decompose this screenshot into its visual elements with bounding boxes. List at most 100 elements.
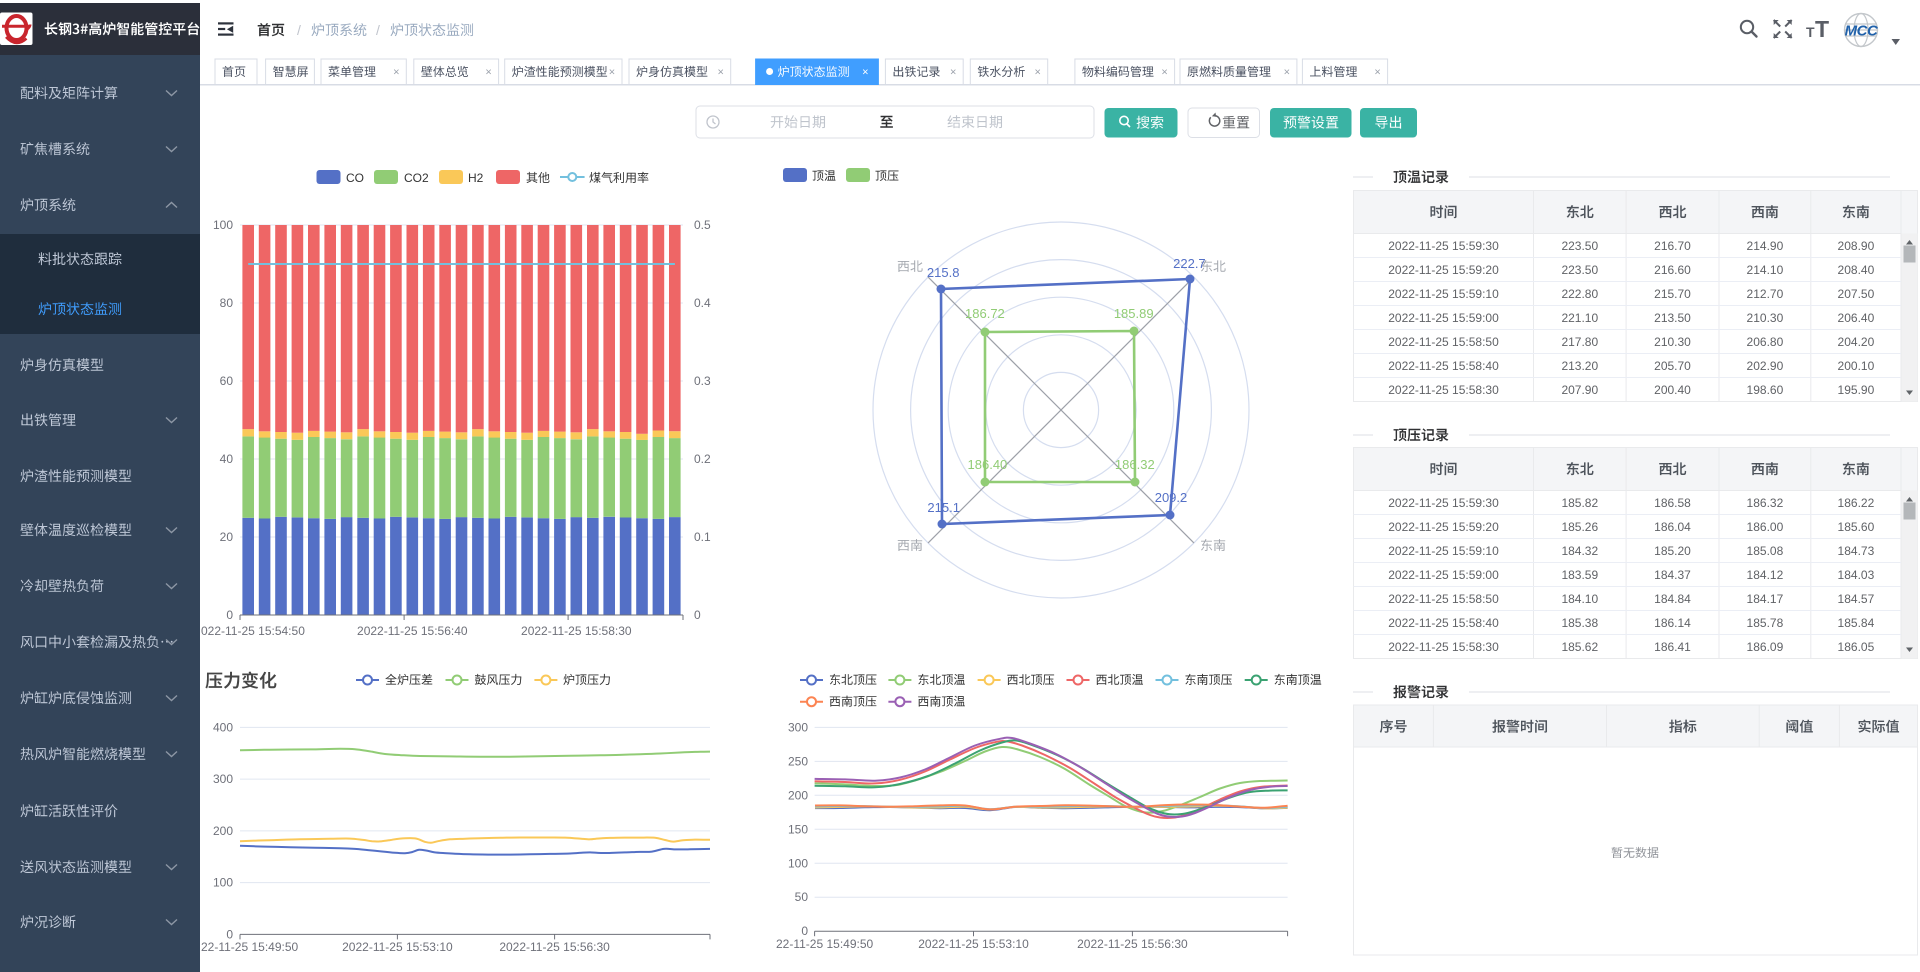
svg-text:185.78: 185.78 — [1747, 616, 1784, 630]
svg-text:186.32: 186.32 — [1115, 457, 1155, 472]
svg-text:2022-11-25 15:58:40: 2022-11-25 15:58:40 — [1388, 359, 1499, 373]
svg-text:80: 80 — [220, 296, 234, 310]
svg-text:2022-11-25 15:56:40: 2022-11-25 15:56:40 — [357, 624, 468, 638]
svg-text:2022-11-25 15:59:30: 2022-11-25 15:59:30 — [1388, 239, 1499, 253]
svg-text:2022-11-25 15:59:10: 2022-11-25 15:59:10 — [1388, 287, 1499, 301]
svg-text:186.09: 186.09 — [1747, 640, 1784, 654]
svg-text:184.32: 184.32 — [1561, 544, 1598, 558]
svg-text:206.80: 206.80 — [1747, 335, 1784, 349]
svg-text:0.3: 0.3 — [694, 374, 711, 388]
svg-text:205.70: 205.70 — [1654, 359, 1691, 373]
svg-text:T: T — [1806, 24, 1815, 40]
svg-text:0: 0 — [226, 608, 233, 622]
svg-text:300: 300 — [213, 772, 233, 786]
svg-text:H2: H2 — [468, 171, 484, 185]
svg-text:/: / — [297, 22, 301, 38]
svg-text:2022-11-25 15:58:30: 2022-11-25 15:58:30 — [1388, 383, 1499, 397]
svg-text:×: × — [862, 67, 868, 79]
svg-text:212.70: 212.70 — [1747, 287, 1784, 301]
svg-text:215.8: 215.8 — [927, 265, 960, 280]
svg-text:185.62: 185.62 — [1561, 640, 1598, 654]
svg-text:60: 60 — [220, 374, 234, 388]
svg-text:214.90: 214.90 — [1747, 239, 1784, 253]
svg-text:184.37: 184.37 — [1654, 568, 1691, 582]
svg-text:185.89: 185.89 — [1114, 306, 1154, 321]
svg-text:184.03: 184.03 — [1838, 568, 1875, 582]
svg-text:×: × — [1374, 67, 1380, 79]
svg-text:186.58: 186.58 — [1654, 496, 1691, 510]
svg-text:2022-11-25 15:59:30: 2022-11-25 15:59:30 — [1388, 496, 1499, 510]
svg-text:2022-11-25 15:58:30: 2022-11-25 15:58:30 — [1388, 640, 1499, 654]
svg-text:186.05: 186.05 — [1838, 640, 1875, 654]
svg-text:208.40: 208.40 — [1838, 263, 1875, 277]
svg-text:184.57: 184.57 — [1838, 592, 1875, 606]
svg-text:0: 0 — [226, 927, 233, 941]
svg-text:214.10: 214.10 — [1747, 263, 1784, 277]
svg-text:209.2: 209.2 — [1155, 490, 1188, 505]
svg-text:222.80: 222.80 — [1561, 287, 1598, 301]
svg-text:184.10: 184.10 — [1561, 592, 1598, 606]
svg-text:CO2: CO2 — [404, 171, 429, 185]
svg-text:0: 0 — [694, 608, 701, 622]
svg-text:22-11-25 15:49:50: 22-11-25 15:49:50 — [201, 940, 299, 954]
svg-text:186.22: 186.22 — [1838, 496, 1875, 510]
svg-text:185.26: 185.26 — [1561, 520, 1598, 534]
svg-text:150: 150 — [788, 822, 808, 836]
svg-text:200: 200 — [213, 824, 233, 838]
svg-text:40: 40 — [220, 452, 234, 466]
svg-text:185.82: 185.82 — [1561, 496, 1598, 510]
svg-text:186.04: 186.04 — [1654, 520, 1691, 534]
svg-text:/: / — [376, 22, 380, 38]
svg-text:×: × — [609, 67, 615, 79]
svg-text:184.73: 184.73 — [1838, 544, 1875, 558]
svg-text:213.50: 213.50 — [1654, 311, 1691, 325]
svg-text:210.30: 210.30 — [1654, 335, 1691, 349]
svg-text:185.08: 185.08 — [1747, 544, 1784, 558]
svg-text:CO: CO — [346, 171, 364, 185]
svg-text:198.60: 198.60 — [1747, 383, 1784, 397]
svg-text:MCC: MCC — [1845, 23, 1879, 40]
svg-text:206.40: 206.40 — [1838, 311, 1875, 325]
svg-text:T: T — [1815, 16, 1829, 42]
svg-text:207.50: 207.50 — [1838, 287, 1875, 301]
svg-text:215.1: 215.1 — [927, 500, 960, 515]
svg-text:250: 250 — [788, 754, 808, 768]
svg-text:0.4: 0.4 — [694, 296, 711, 310]
svg-text:×: × — [1034, 67, 1040, 79]
svg-text:400: 400 — [213, 720, 233, 734]
svg-text:100: 100 — [213, 218, 233, 232]
svg-text:100: 100 — [213, 876, 233, 890]
svg-text:186.41: 186.41 — [1654, 640, 1691, 654]
svg-text:0.1: 0.1 — [694, 530, 711, 544]
svg-text:223.50: 223.50 — [1561, 263, 1598, 277]
svg-text:195.90: 195.90 — [1838, 383, 1875, 397]
svg-text:184.84: 184.84 — [1654, 592, 1691, 606]
svg-text:×: × — [1284, 67, 1290, 79]
svg-text:183.59: 183.59 — [1561, 568, 1598, 582]
svg-text:2022-11-25 15:59:00: 2022-11-25 15:59:00 — [1388, 568, 1499, 582]
svg-text:200: 200 — [788, 788, 808, 802]
svg-text:185.60: 185.60 — [1838, 520, 1875, 534]
svg-text:200.40: 200.40 — [1654, 383, 1691, 397]
svg-text:186.40: 186.40 — [968, 457, 1008, 472]
svg-text:×: × — [950, 67, 956, 79]
svg-text:50: 50 — [795, 890, 809, 904]
svg-text:100: 100 — [788, 856, 808, 870]
svg-text:185.20: 185.20 — [1654, 544, 1691, 558]
svg-text:216.70: 216.70 — [1654, 239, 1691, 253]
svg-text:2022-11-25 15:58:50: 2022-11-25 15:58:50 — [1388, 335, 1499, 349]
svg-text:2022-11-25 15:59:10: 2022-11-25 15:59:10 — [1388, 544, 1499, 558]
svg-text:2022-11-25 15:58:30: 2022-11-25 15:58:30 — [521, 624, 632, 638]
svg-text:213.20: 213.20 — [1561, 359, 1598, 373]
svg-text:2022-11-25 15:56:30: 2022-11-25 15:56:30 — [1077, 937, 1188, 951]
svg-text:2022-11-25 15:58:50: 2022-11-25 15:58:50 — [1388, 592, 1499, 606]
svg-text:022-11-25 15:54:50: 022-11-25 15:54:50 — [201, 624, 305, 638]
svg-text:222.7: 222.7 — [1173, 256, 1206, 271]
svg-text:216.60: 216.60 — [1654, 263, 1691, 277]
svg-text:×: × — [485, 67, 491, 79]
svg-text:186.72: 186.72 — [965, 306, 1005, 321]
svg-text:210.30: 210.30 — [1747, 311, 1784, 325]
svg-text:2022-11-25 15:58:40: 2022-11-25 15:58:40 — [1388, 616, 1499, 630]
svg-text:217.80: 217.80 — [1561, 335, 1598, 349]
svg-text:185.84: 185.84 — [1838, 616, 1875, 630]
